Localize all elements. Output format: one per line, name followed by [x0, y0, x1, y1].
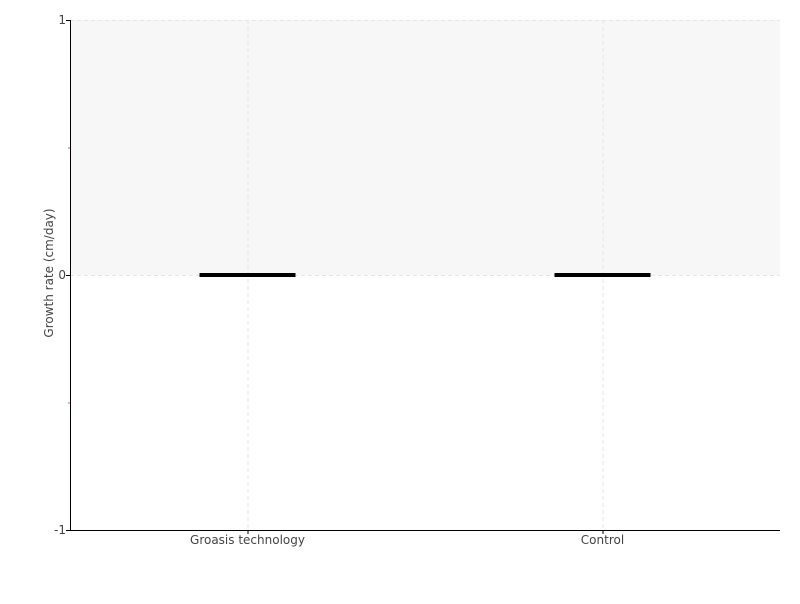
- box-1: [554, 273, 651, 277]
- y-tick-label: 0: [58, 268, 66, 282]
- y-ticks: -1 0 1: [54, 13, 70, 537]
- x-ticks: Groasis technology Control: [190, 530, 624, 547]
- box-0: [199, 273, 296, 277]
- y-tick-label: 1: [58, 13, 66, 27]
- shaded-band: [71, 20, 780, 275]
- y-axis-label: Growth rate (cm/day): [42, 208, 56, 337]
- y-tick-label: -1: [54, 523, 66, 537]
- x-tick-label: Control: [581, 533, 624, 547]
- x-tick-label: Groasis technology: [190, 533, 305, 547]
- boxes: [199, 273, 651, 277]
